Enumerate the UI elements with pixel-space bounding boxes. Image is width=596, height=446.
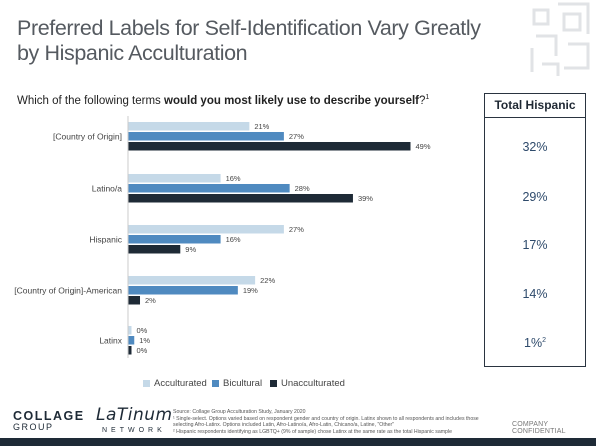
legend-bicultural: Bicultural xyxy=(212,378,262,389)
bar-bicultural-latinx xyxy=(128,336,135,345)
footnote-2: ² Hispanic respondents identifying as LG… xyxy=(173,428,452,435)
page-title: Preferred Labels for Self-Identification… xyxy=(17,16,481,65)
bar-unacculturated-hispanic xyxy=(128,245,181,254)
total-value-text: 17% xyxy=(522,238,548,252)
legend-label: Acculturated xyxy=(154,378,207,389)
bar-chart: [Country of Origin] 21% 27% 49% Latino/a 16% 2… xyxy=(14,116,431,358)
total-value-text: 14% xyxy=(522,287,548,301)
data-label-unacculturated-country-of-origin-american: 2% xyxy=(145,296,156,305)
category-label-country-of-origin-american: [Country of Origin]-American xyxy=(14,285,122,295)
data-label-bicultural-latino-a: 28% xyxy=(295,184,310,193)
total-value-sup: 2 xyxy=(542,336,546,344)
decorative-pattern-icon xyxy=(530,2,590,76)
bar-unacculturated-country-of-origin xyxy=(128,142,411,151)
legend-unacculturated: Unacculturated xyxy=(270,378,345,389)
data-label-acculturated-hispanic: 27% xyxy=(289,225,304,234)
legend-acculturated: Acculturated xyxy=(143,378,207,389)
data-label-acculturated-latino-a: 16% xyxy=(226,174,241,183)
question-footnote-mark: 1 xyxy=(425,94,430,101)
bar-unacculturated-latino-a xyxy=(128,194,353,203)
question-bold: would you most likely use to describe yo… xyxy=(164,94,419,107)
total-value-country-of-origin: 32% xyxy=(485,140,585,154)
legend-swatch-acculturated xyxy=(143,380,150,387)
footer-bar xyxy=(0,438,596,446)
total-value-text: 29% xyxy=(522,190,548,204)
total-value-text: 32% xyxy=(522,140,548,154)
bar-acculturated-latino-a xyxy=(128,174,221,183)
data-label-unacculturated-hispanic: 9% xyxy=(185,245,196,254)
bar-acculturated-hispanic xyxy=(128,225,284,234)
data-label-unacculturated-country-of-origin: 49% xyxy=(416,142,431,151)
bar-bicultural-latino-a xyxy=(128,184,290,193)
question-suffix: ? xyxy=(419,94,426,107)
latinum-logo-word: LaTinum xyxy=(96,405,173,425)
data-label-bicultural-country-of-origin-american: 19% xyxy=(243,286,258,295)
data-label-bicultural-latinx: 1% xyxy=(139,336,150,345)
data-label-bicultural-hispanic: 16% xyxy=(226,235,241,244)
collage-group-logo: COLLAGE GROUP xyxy=(13,409,85,433)
category-label-country-of-origin: [Country of Origin] xyxy=(53,131,122,141)
legend-swatch-bicultural xyxy=(212,380,219,387)
footnotes: Source: Collage Group Acculturation Stud… xyxy=(173,409,493,435)
bar-bicultural-hispanic xyxy=(128,235,221,244)
bar-unacculturated-country-of-origin-american xyxy=(128,296,141,305)
legend-label: Bicultural xyxy=(223,378,263,389)
question-text: Which of the following terms would you m… xyxy=(17,94,429,107)
data-label-unacculturated-latino-a: 39% xyxy=(358,194,373,203)
collage-logo-bottom: GROUP xyxy=(13,422,54,432)
data-label-acculturated-latinx: 0% xyxy=(137,326,148,335)
data-label-acculturated-country-of-origin-american: 22% xyxy=(260,276,275,285)
latinum-network-logo: LaTinum NETWORK xyxy=(96,405,173,434)
data-label-unacculturated-latinx: 0% xyxy=(137,346,148,355)
footnote-1: ¹ Single-select. Options varied based on… xyxy=(173,415,479,429)
total-value-latinx: 1%2 xyxy=(485,336,585,350)
category-label-hispanic: Hispanic xyxy=(89,234,122,244)
category-label-latinx: Latinx xyxy=(99,335,122,345)
bar-acculturated-country-of-origin-american xyxy=(128,276,256,285)
legend-label: Unacculturated xyxy=(281,378,345,389)
latinum-logo-network: NETWORK xyxy=(102,427,166,434)
bar-acculturated-country-of-origin xyxy=(128,122,250,131)
confidential-label: COMPANY CONFIDENTIAL xyxy=(512,421,566,435)
legend-swatch-unacculturated xyxy=(270,380,277,387)
total-value-latino: 29% xyxy=(485,190,585,204)
category-label-latino-a: Latino/a xyxy=(92,183,123,193)
footnote-source: Source: Collage Group Acculturation Stud… xyxy=(173,409,306,415)
bar-acculturated-latinx xyxy=(128,326,132,335)
total-value-text: 1% xyxy=(524,336,543,350)
bar-unacculturated-latinx xyxy=(128,346,132,355)
total-value-hispanic: 17% xyxy=(485,238,585,252)
collage-logo-top: COLLAGE xyxy=(13,409,85,423)
total-hispanic-panel: Total Hispanic 32% 29% 17% 14% 1%2 xyxy=(484,93,586,367)
bar-bicultural-country-of-origin xyxy=(128,132,284,141)
total-value-country-american: 14% xyxy=(485,287,585,301)
total-hispanic-header: Total Hispanic xyxy=(485,94,585,118)
data-label-bicultural-country-of-origin: 27% xyxy=(289,132,304,141)
question-prefix: Which of the following terms xyxy=(17,94,165,107)
bar-bicultural-country-of-origin-american xyxy=(128,286,238,295)
data-label-acculturated-country-of-origin: 21% xyxy=(254,122,269,131)
